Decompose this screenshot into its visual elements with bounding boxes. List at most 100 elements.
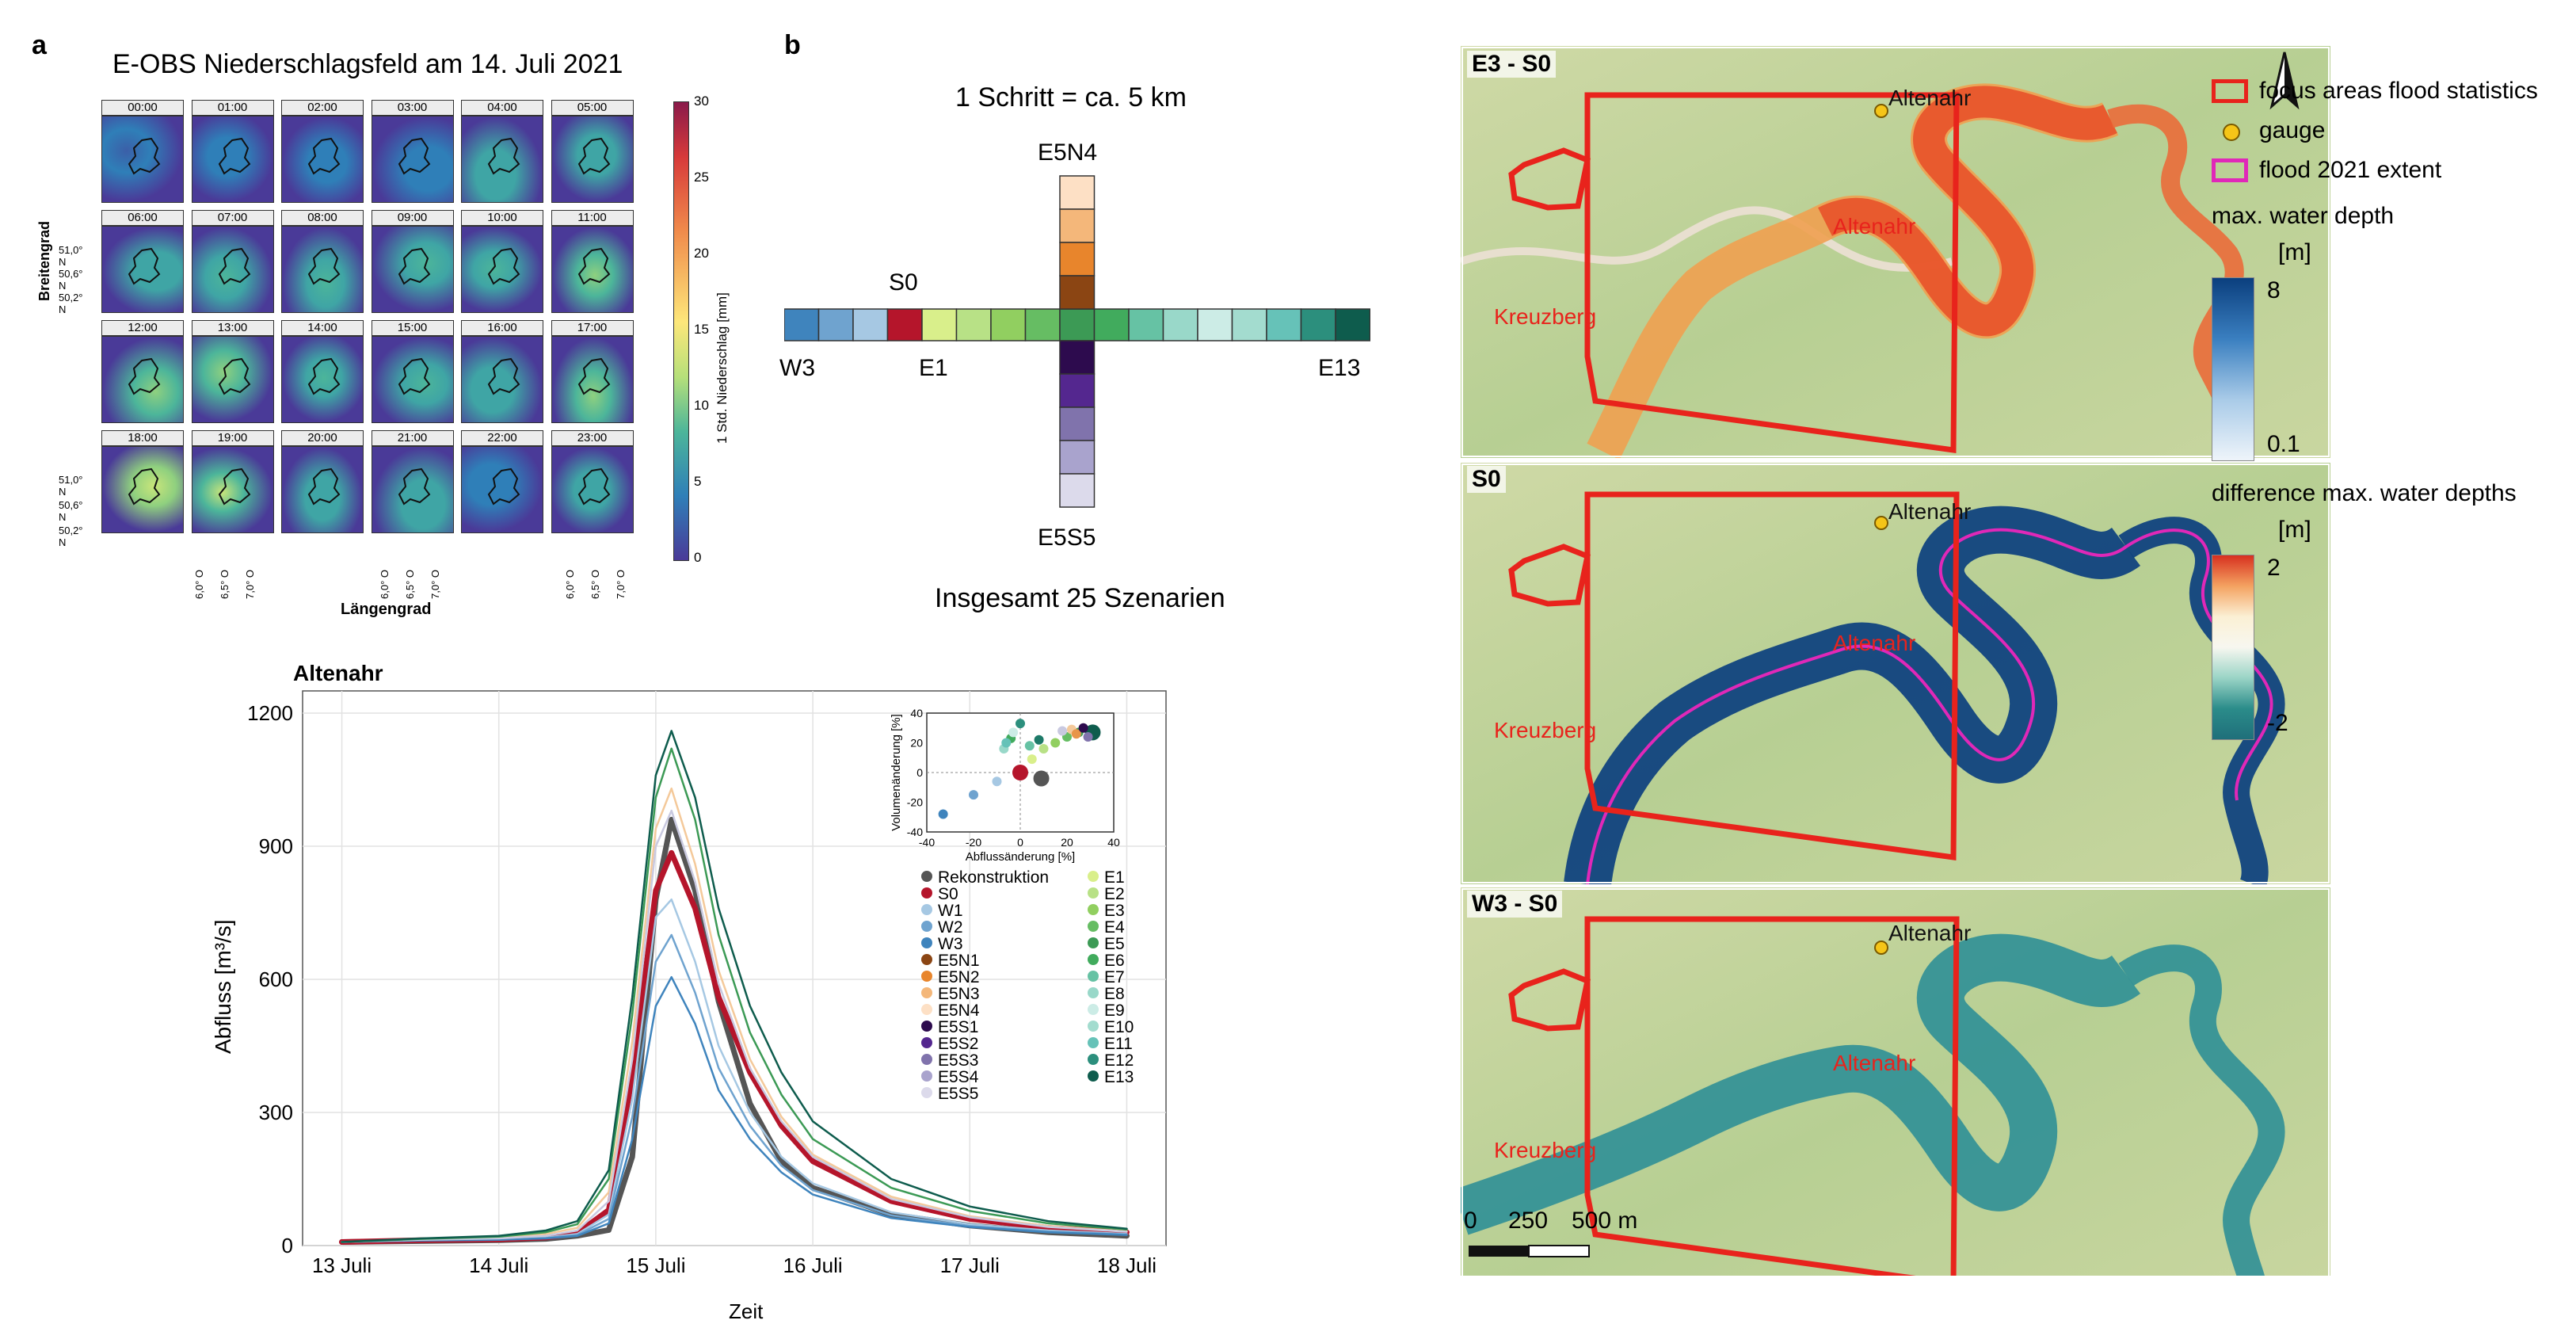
hour-map-cell: 17:00 xyxy=(551,320,634,423)
precip-field xyxy=(461,336,543,423)
maps-svg xyxy=(1461,46,2330,1276)
map-s0 xyxy=(1461,463,2330,884)
inset-point-e11 xyxy=(1016,719,1025,729)
lon-tick: 6,5° O xyxy=(589,570,601,599)
legend-entry: E1 xyxy=(1104,868,1125,887)
map-w3-s0 xyxy=(1461,887,2330,1276)
scenario-cell xyxy=(1093,308,1130,341)
precip-field xyxy=(551,226,634,313)
hour-map-cell: 20:00 xyxy=(281,430,364,533)
lat-tick: 51,0° N xyxy=(59,244,83,268)
panel-a-letter: a xyxy=(32,30,47,60)
map-tag-s0: S0 xyxy=(1467,466,1506,493)
hour-label: 21:00 xyxy=(371,430,454,446)
legend-marker xyxy=(1088,971,1099,982)
inset-point-w3 xyxy=(938,809,948,819)
hour-map-cell: 07:00 xyxy=(191,210,274,313)
scenario-cell xyxy=(1059,406,1096,441)
legend-entry: E5S5 xyxy=(938,1085,978,1103)
e5n4-label: E5N4 xyxy=(1038,139,1098,166)
x-tick-label: 17 Juli xyxy=(940,1253,1000,1277)
legend-entry: E4 xyxy=(1104,918,1125,937)
precip-field xyxy=(551,446,634,533)
legend-marker xyxy=(921,1021,932,1032)
inset-point-w1 xyxy=(992,776,1002,787)
w3-label: W3 xyxy=(779,355,815,381)
legend-entry: E5S4 xyxy=(938,1068,979,1086)
lon-tick: 6,5° O xyxy=(404,570,416,599)
y-tick-label: 0 xyxy=(282,1234,293,1257)
x-tick-label: 14 Juli xyxy=(469,1253,528,1277)
hour-map-cell: 23:00 xyxy=(551,430,634,533)
scenario-cell xyxy=(1162,308,1198,341)
legend-entry: E5N4 xyxy=(938,1002,980,1020)
lon-tick: 6,0° O xyxy=(379,570,391,599)
legend-marker xyxy=(1088,1054,1099,1065)
inset-point-e9 xyxy=(1008,727,1019,738)
scenario-cross-diagram xyxy=(784,175,1370,508)
legend-entry: W3 xyxy=(938,935,963,953)
precip-field xyxy=(281,116,364,203)
legend-marker xyxy=(921,987,932,998)
hour-map-cell: 22:00 xyxy=(461,430,543,533)
hour-map-cell: 09:00 xyxy=(371,210,454,313)
lon-tick: 6,0° O xyxy=(564,570,576,599)
legend-marker xyxy=(921,1037,932,1048)
legend-entry: W2 xyxy=(938,918,963,937)
place-label-kreuzberg: Kreuzberg xyxy=(1494,304,1597,329)
hour-map-cell: 21:00 xyxy=(371,430,454,533)
hour-label: 01:00 xyxy=(191,100,274,116)
scenario-cell xyxy=(784,308,820,341)
scenario-cell xyxy=(1059,373,1096,408)
legend-marker xyxy=(921,954,932,965)
scenario-cell xyxy=(1128,308,1164,341)
legend-marker xyxy=(921,1004,932,1015)
place-label-altenahr: Altenahr xyxy=(1833,214,1916,238)
scenario-cell xyxy=(1059,175,1096,210)
hour-map-cell: 11:00 xyxy=(551,210,634,313)
precip-field xyxy=(191,226,274,313)
inset-y-tick: 20 xyxy=(910,737,923,750)
hour-label: 13:00 xyxy=(191,320,274,336)
precip-field xyxy=(371,446,454,533)
inset-point-w2 xyxy=(969,790,978,800)
precip-field xyxy=(191,446,274,533)
legend-entry: E5N2 xyxy=(938,968,980,986)
series-line-e13 xyxy=(341,730,1128,1243)
step-label: 1 Schritt = ca. 5 km xyxy=(955,82,1187,113)
inset-y-tick: -40 xyxy=(907,826,923,838)
legend-marker xyxy=(1088,904,1099,915)
precip-field xyxy=(191,336,274,423)
hour-label: 17:00 xyxy=(551,320,634,336)
y-tick-label: 600 xyxy=(259,967,293,991)
panel-a-ylabel: Breitengrad xyxy=(36,220,52,301)
hour-map-cell: 00:00 xyxy=(101,100,184,203)
precip-field xyxy=(461,116,543,203)
hour-label: 23:00 xyxy=(551,430,634,446)
legend-gauge: gauge xyxy=(2259,117,2326,143)
precip-field xyxy=(371,226,454,313)
e1-label: E1 xyxy=(919,355,948,381)
legend-diff-unit: [m] xyxy=(2278,517,2311,543)
gauge-marker xyxy=(1874,516,1888,530)
hour-label: 00:00 xyxy=(101,100,184,116)
s0-label: S0 xyxy=(889,269,918,296)
legend-entry: Rekonstruktion xyxy=(938,868,1049,887)
lat-tick: 50,2° N xyxy=(59,292,83,315)
colorbar-tick: 25 xyxy=(694,170,709,185)
lon-tick: 7,0° O xyxy=(615,570,627,599)
hour-map-cell: 13:00 xyxy=(191,320,274,423)
place-label-altenahr-gauge: Altenahr xyxy=(1888,921,1972,945)
hour-label: 10:00 xyxy=(461,210,543,226)
lat-tick: 50,6° N xyxy=(59,268,83,292)
legend-diff-max: 2 xyxy=(2267,555,2281,581)
scenario-cell xyxy=(817,308,854,341)
colorbar-tick: 0 xyxy=(694,550,702,565)
inset-point-rekonstruktion xyxy=(1033,770,1050,787)
inset-y-tick: -20 xyxy=(907,796,923,809)
flood-diff-river-w3 xyxy=(1461,933,2140,1235)
hydrograph-chart: 0 300 600 900 1200 13 Juli 14 Juli 15 Juli 16 Ju… xyxy=(247,690,1167,1277)
hour-map-cell: 03:00 xyxy=(371,100,454,203)
gauge-swatch xyxy=(2223,124,2240,141)
scenario-cell xyxy=(1059,242,1096,277)
